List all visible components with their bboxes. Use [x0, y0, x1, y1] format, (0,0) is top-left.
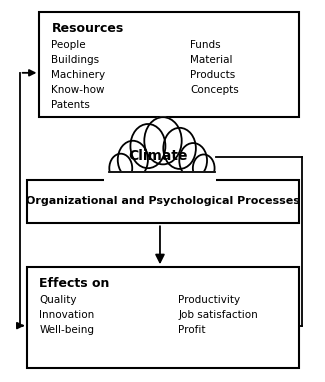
Circle shape: [130, 124, 165, 168]
Text: Innovation: Innovation: [39, 310, 95, 320]
Circle shape: [193, 154, 214, 182]
Text: Buildings: Buildings: [51, 55, 99, 65]
Text: Material: Material: [190, 55, 233, 65]
Text: Climate: Climate: [128, 149, 187, 163]
Text: Productivity: Productivity: [178, 295, 240, 304]
Text: Profit: Profit: [178, 325, 206, 335]
Text: Funds: Funds: [190, 39, 221, 50]
FancyBboxPatch shape: [104, 171, 216, 195]
Circle shape: [144, 117, 182, 164]
Text: Machinery: Machinery: [51, 70, 106, 80]
Circle shape: [118, 141, 148, 179]
FancyBboxPatch shape: [27, 267, 299, 368]
Text: Effects on: Effects on: [39, 277, 110, 290]
Circle shape: [163, 128, 196, 169]
FancyBboxPatch shape: [27, 180, 299, 223]
Text: Know-how: Know-how: [51, 85, 105, 95]
Text: Quality: Quality: [39, 295, 77, 304]
Text: Products: Products: [190, 70, 235, 80]
Text: Well-being: Well-being: [39, 325, 94, 335]
Text: Concepts: Concepts: [190, 85, 239, 95]
Text: Resources: Resources: [51, 22, 124, 35]
Text: People: People: [51, 39, 86, 50]
Text: Job satisfaction: Job satisfaction: [178, 310, 258, 320]
Circle shape: [109, 154, 132, 183]
Text: Organizational and Psychological Processes: Organizational and Psychological Process…: [26, 196, 300, 206]
FancyBboxPatch shape: [39, 12, 299, 117]
Circle shape: [179, 143, 207, 178]
Text: Patents: Patents: [51, 100, 90, 110]
